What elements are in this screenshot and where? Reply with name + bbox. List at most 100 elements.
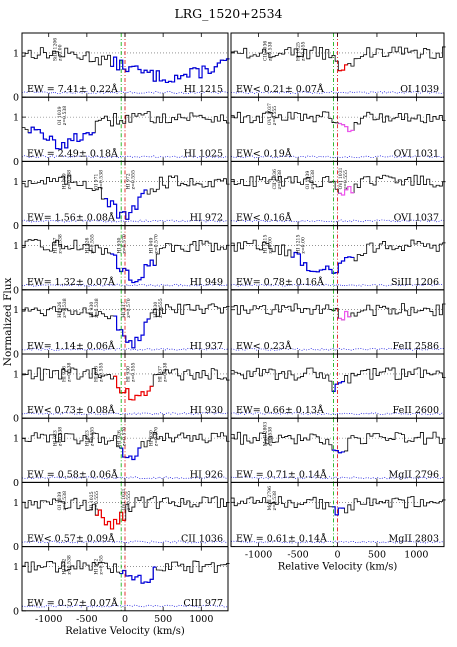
line-annotation: HI 1025 [89, 491, 95, 510]
line-annotation: HI 926 [84, 237, 90, 253]
x-tick-label: 500 [368, 550, 386, 561]
ion-label: OVI 1031 [394, 148, 439, 159]
x-axis-label: Relative Velocity (km/s) [278, 562, 398, 573]
y-axis-label: Normalized Flux [2, 278, 14, 367]
line-annotation: CII 1036 [263, 41, 269, 61]
y-tick-label: 0 [13, 157, 19, 168]
line-annotation: z=0.570 [126, 298, 132, 317]
line-annotation: z=0.538 [62, 106, 68, 125]
line-annotation: z=0.538 [310, 170, 316, 189]
ion-label: HI 1025 [184, 148, 223, 159]
absorption-feature [113, 315, 151, 349]
y-tick-label: 0 [13, 414, 19, 425]
error-line [230, 283, 445, 287]
y-tick-label: 0 [13, 221, 19, 232]
line-annotation: MgII 2796 [267, 486, 273, 511]
ion-label: CIII 977 [183, 598, 223, 609]
panel-feii-2600: EW= 0.66± 0.13Å FeII 2600 [230, 353, 446, 419]
line-annotation: z=0.538 [62, 298, 68, 317]
error-line [21, 155, 229, 159]
line-annotation: HI 926 [94, 366, 100, 382]
line-annotation: z=0.555 [131, 363, 137, 382]
absorption-feature [95, 509, 126, 530]
line-annotation: HI 930 [126, 366, 132, 382]
x-axis-label: Relative Velocity (km/s) [65, 626, 185, 637]
line-annotation: OI 1039 [57, 492, 63, 511]
y-tick-label: 1 [13, 498, 19, 509]
line-annotation: HI 949 [148, 237, 154, 253]
line-annotation: HI 930 [89, 302, 95, 318]
ion-label: MgII 2796 [388, 469, 439, 480]
line-annotation: z=0.570 [153, 427, 159, 446]
line-annotation: HI 972 [126, 173, 132, 189]
line-annotation: HI 923 [52, 430, 58, 446]
y-tick-label: 0 [13, 93, 19, 104]
line-annotation: HI 1215 [296, 235, 302, 254]
line-annotation: HI 926 [116, 430, 122, 446]
equivalent-width-label: EW= 1.14± 0.06Å [27, 340, 115, 352]
line-annotation: z=0.555 [99, 363, 105, 382]
equivalent-width-label: EW = 0.61± 0.14Å [236, 533, 327, 545]
panel-mgii-2803: MgII 2796 z=0.538 -1000 -500 0 500 1000 Relativ… [230, 481, 446, 573]
line-annotation: HI 930 [116, 237, 122, 253]
line-annotation: z=0.570 [121, 427, 127, 446]
line-annotation: z=0.538 [66, 555, 72, 574]
x-tick-label: 1000 [189, 614, 213, 625]
line-annotation: z=0.555 [89, 427, 95, 446]
line-annotation: z=0.538 [268, 427, 274, 446]
line-annotation: HI 926 [57, 302, 63, 318]
equivalent-width-label: EW = 0.58± 0.06Å [27, 468, 118, 480]
line-annotation: z=0.555 [272, 106, 278, 125]
panel-hi-972: HI 949 z=0.538 OI 971 z=0.538 HI 972 z=0.5550… [13, 160, 230, 232]
line-annotation: z=0.538 [57, 234, 63, 253]
y-tick-label: 1 [13, 305, 19, 316]
equivalent-width-label: EW= 0.78± 0.16Å [236, 276, 324, 288]
line-annotation: HI 1215 [263, 235, 269, 254]
line-annotation: OVI 1037 [267, 103, 273, 125]
line-annotation: z=0.538 [66, 170, 72, 189]
y-tick-label: 0 [13, 542, 19, 553]
line-annotation: HI 949 [61, 173, 67, 189]
line-annotation: z=0.555 [94, 491, 100, 510]
error-line [230, 540, 445, 544]
panel-mgii-2796: MgII 2803 z=0.538 EW = 0.71± 0.14Å MgII 279… [230, 417, 446, 483]
ion-label: CII 1036 [181, 534, 223, 545]
y-tick-label: 1 [13, 562, 19, 573]
x-tick-label: -500 [287, 550, 308, 561]
line-annotation: z=0.538 [94, 298, 100, 317]
ion-label: OVI 1037 [394, 213, 439, 224]
error-line [230, 155, 445, 159]
equivalent-width-label: EW= 1.56± 0.08Å [27, 212, 115, 224]
absorption-feature [28, 126, 96, 150]
panel-ovi-1031: OVI 1037 z=0.555 EW< 0.19Å OVI 1031 [230, 96, 446, 162]
absorption-feature [338, 310, 351, 321]
spectrum-line [231, 111, 446, 132]
error-line [230, 91, 445, 95]
ion-label: SiIII 1206 [391, 277, 439, 288]
line-annotation: z=0.00 [301, 237, 307, 254]
y-tick-label: 1 [13, 434, 19, 445]
line-annotation: HI 972 [61, 558, 67, 574]
panel-hi-1215: SiIII 1206 z=0.00 0 1 EW = 7.41± 0.22Å HI 121… [13, 32, 230, 104]
absorption-feature [104, 189, 148, 220]
line-annotation: OVI 1031 [121, 488, 127, 510]
absorption-feature [290, 251, 355, 274]
line-annotation: z=0.555 [126, 491, 132, 510]
line-annotation: z=0.555 [89, 234, 95, 253]
absorption-feature [338, 64, 348, 72]
line-annotation: z=0.538 [272, 491, 278, 510]
spectrum-line [231, 367, 446, 392]
equivalent-width-label: EW< 0.73± 0.08Å [27, 404, 115, 416]
x-tick-label: 0 [122, 614, 128, 625]
ion-label: FeII 2600 [393, 405, 439, 416]
equivalent-width-label: EW< 0.57± 0.09Å [27, 533, 115, 545]
ion-label: HI 930 [190, 405, 223, 416]
equivalent-width-label: EW = 0.57± 0.07Å [27, 597, 118, 609]
x-tick-label: 1000 [404, 550, 428, 561]
ion-label: HI 937 [190, 341, 223, 352]
line-annotation: HI 972 [94, 558, 100, 574]
line-annotation: z=0.538 [163, 363, 169, 382]
line-annotation: OI 971 [94, 174, 100, 190]
y-tick-label: 0 [13, 350, 19, 361]
